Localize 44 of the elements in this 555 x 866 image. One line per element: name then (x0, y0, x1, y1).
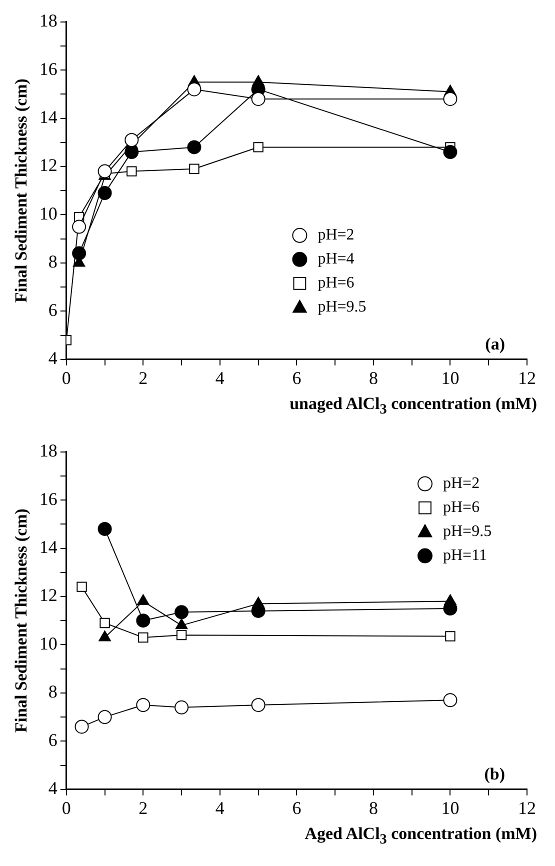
y-tick-label: 6 (48, 300, 58, 320)
y-tick-label: 8 (48, 252, 58, 272)
y-tick-label: 10 (39, 634, 58, 654)
y-tick-label: 6 (48, 730, 58, 750)
x-tick-label: 0 (62, 368, 71, 388)
y-tick-label: 8 (48, 682, 58, 702)
y-tick-label: 16 (39, 489, 58, 510)
y-tick-label: 16 (39, 58, 58, 79)
y-tick-label: 14 (39, 537, 58, 558)
y-tick-label: 4 (48, 778, 58, 799)
legend-label: pH=11 (443, 547, 487, 564)
x-tick-label: 0 (62, 798, 71, 818)
x-tick-label: 4 (215, 798, 224, 818)
y-tick-label: 4 (48, 348, 58, 368)
y-axis-title: Final Sediment Thickness (cm) (12, 78, 31, 303)
y-axis-title: Final Sediment Thickness (cm) (12, 508, 31, 733)
legend-label: pH=2 (443, 475, 480, 492)
x-tick-label: 10 (441, 368, 460, 388)
y-tick-label: 18 (39, 440, 58, 461)
x-axis-title: Aged AlCl$_{3}$ concentration (mM) (304, 823, 538, 850)
y-tick-label: 12 (39, 586, 58, 606)
legend-label: pH=2 (318, 226, 354, 244)
y-tick-label: 12 (39, 155, 58, 176)
y-tick-label: 10 (39, 203, 58, 224)
legend-label: pH=4 (318, 250, 354, 268)
x-tick-label: 6 (292, 368, 302, 388)
x-tick-label: 6 (292, 798, 302, 818)
x-tick-label: 12 (518, 368, 536, 388)
legend-label: pH=9.5 (318, 298, 366, 316)
x-tick-label: 10 (441, 798, 460, 818)
legend-label: pH=6 (443, 499, 480, 516)
x-tick-label: 8 (368, 798, 378, 818)
x-tick-label: 8 (368, 368, 378, 388)
annotation: (a) (485, 334, 505, 354)
x-tick-label: 12 (518, 798, 536, 818)
x-axis-title: unaged AlCl$_{3}$ concentration (mM) (288, 393, 538, 420)
annotation: (b) (484, 764, 505, 784)
x-tick-label: 2 (138, 798, 148, 818)
legend-label: pH=6 (318, 274, 354, 292)
x-tick-label: 4 (215, 368, 224, 388)
y-tick-label: 14 (39, 106, 58, 127)
y-tick-label: 18 (39, 10, 58, 31)
x-tick-label: 2 (138, 368, 148, 388)
legend-label: pH=9.5 (443, 523, 492, 540)
